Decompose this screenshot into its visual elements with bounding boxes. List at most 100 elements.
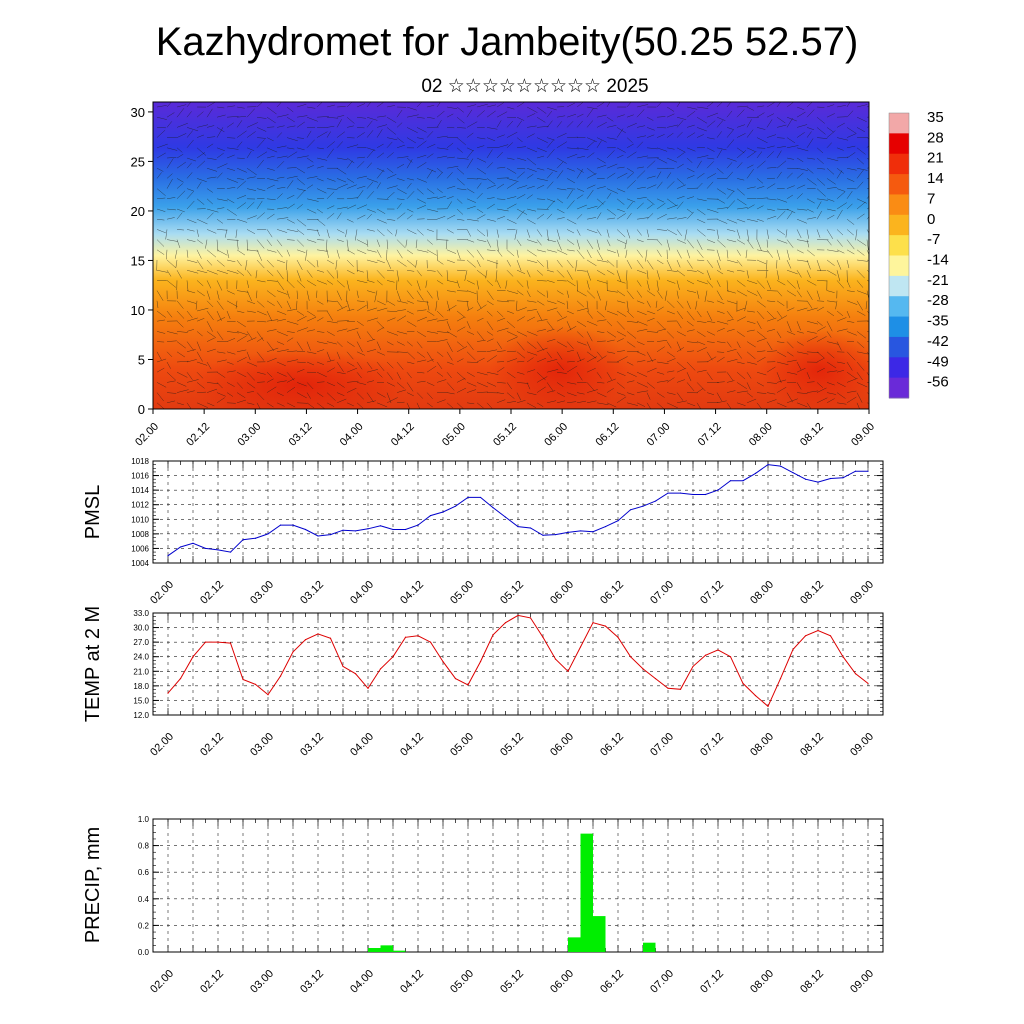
wind-vector [256, 280, 266, 283]
precip-ylabel: PRECIP, mm [82, 827, 104, 943]
wind-vector [586, 239, 594, 249]
wind-vector [496, 198, 506, 200]
wind-vector [196, 181, 202, 189]
temp-point [254, 683, 257, 686]
wind-vector [216, 317, 226, 322]
wind-vector [826, 269, 837, 276]
wind-vector [556, 280, 567, 282]
wind-vector [306, 106, 316, 109]
wind-vector [726, 200, 736, 210]
wind-vector [586, 290, 596, 299]
wind-vector [566, 167, 575, 172]
wind-vector [596, 200, 606, 210]
wind-vector [576, 372, 583, 381]
wind-vector [666, 392, 676, 395]
wind-vector [286, 203, 295, 210]
wind-vector [476, 103, 488, 108]
wind-vector [765, 270, 768, 279]
wind-vector [626, 300, 629, 312]
pmsl-point [804, 478, 807, 480]
wind-vector [836, 249, 845, 254]
wind-vector [556, 239, 562, 251]
pmsl-point [354, 530, 357, 532]
temp-ytick-label: 30.0 [133, 624, 149, 633]
wind-vector [446, 280, 458, 283]
wind-vector [726, 348, 737, 353]
wind-vector [406, 229, 417, 235]
wind-vector [446, 172, 453, 179]
temp-point [467, 684, 469, 686]
wind-vector [156, 167, 164, 172]
wind-vector [576, 213, 583, 220]
wind-vector [826, 104, 835, 108]
wind-vector [776, 137, 785, 139]
wind-vector [506, 157, 515, 160]
wind-vector [686, 361, 696, 371]
wind-vector [516, 171, 525, 179]
wind-vector [676, 331, 686, 337]
pmsl-point [279, 524, 282, 526]
wind-vector [246, 108, 255, 118]
precip-ytick-label: 1.0 [138, 815, 150, 824]
wind-vector [646, 270, 649, 280]
wind-vector [706, 300, 714, 303]
wind-vector [546, 280, 555, 283]
wind-vector [446, 382, 455, 391]
wind-vector [346, 290, 348, 302]
wind-vector [476, 157, 487, 163]
wind-vector [716, 310, 725, 314]
colorbar-swatch [889, 336, 909, 358]
wind-vector [756, 371, 767, 376]
temp-point [579, 646, 582, 648]
wind-vector [606, 351, 616, 354]
wind-vector [326, 280, 334, 285]
wind-vector [546, 148, 555, 159]
pmsl-xtick-label: 05.00 [448, 579, 476, 607]
wind-vector [346, 300, 351, 311]
wind-vector [586, 259, 597, 266]
wind-vector [776, 259, 778, 269]
colorbar-swatch [889, 214, 909, 236]
wind-vector [496, 317, 506, 322]
wind-vector [325, 239, 328, 252]
pmsl-point [854, 470, 857, 472]
wind-vector [846, 390, 857, 393]
wind-vector [816, 106, 825, 108]
wind-vector [576, 113, 584, 118]
wind-vector [526, 157, 537, 166]
wind-vector [286, 175, 298, 179]
wind-vector [206, 388, 218, 393]
wind-vector [416, 116, 425, 119]
precip-xtick-label: 09.00 [848, 968, 876, 996]
wind-vector [806, 229, 809, 239]
wind-vector [756, 137, 768, 144]
wind-vector [286, 194, 295, 200]
wind-vector [696, 388, 704, 393]
colorbar-label: -7 [927, 231, 940, 248]
wind-vector [596, 340, 606, 342]
wind-vector [526, 341, 537, 349]
wind-vector [826, 398, 835, 404]
precip-bar [380, 945, 393, 952]
wind-vector [256, 402, 261, 409]
wind-vector [506, 178, 519, 182]
wind-vector [166, 331, 178, 335]
wind-vector [716, 218, 728, 224]
wind-vector [586, 300, 589, 312]
wind-vector [456, 147, 463, 153]
wind-vector [196, 361, 208, 366]
wind-vector [806, 168, 814, 174]
wind-vector [306, 239, 317, 243]
wind-vector [866, 382, 869, 384]
temp-point [504, 622, 507, 624]
wind-vector [586, 167, 596, 175]
wind-vector [596, 319, 607, 322]
wind-vector [516, 259, 522, 272]
wind-vector [676, 379, 685, 383]
wind-vector [446, 341, 453, 352]
wind-vector [516, 382, 529, 384]
wind-vector [546, 229, 549, 241]
wind-vector [276, 125, 285, 128]
wind-vector [656, 134, 665, 138]
